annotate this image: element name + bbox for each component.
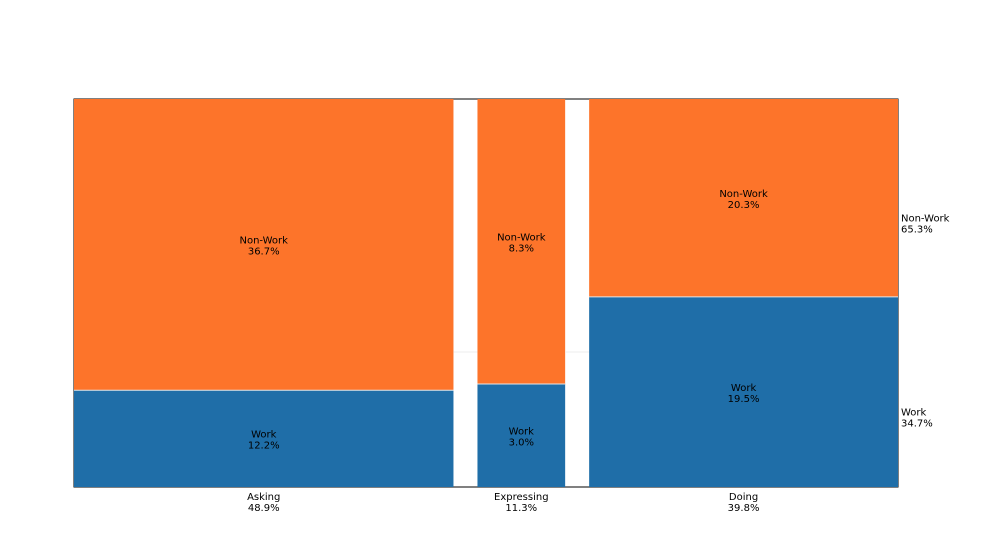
x-tick-expressing-name: Expressing (494, 492, 549, 503)
bar-nonwork-expressing (477, 99, 566, 384)
bar-nonwork-doing (589, 99, 898, 297)
label-nonwork-expressing-name: Non-Work (497, 232, 546, 243)
label-work-asking-name: Work (251, 430, 277, 441)
label-work-doing-name: Work (731, 383, 757, 394)
x-tick-asking: Asking 48.9% (247, 492, 280, 514)
label-work-asking: Work 12.2% (248, 430, 280, 452)
x-tick-asking-value: 48.9% (248, 503, 280, 514)
right-label-nonwork-value: 65.3% (901, 225, 933, 236)
label-work-expressing: Work 3.0% (509, 426, 535, 448)
bar-work-asking (74, 390, 454, 487)
label-work-doing-value: 19.5% (728, 394, 760, 405)
label-nonwork-asking-value: 36.7% (248, 247, 280, 258)
x-tick-doing-name: Doing (729, 492, 758, 503)
label-work-asking-value: 12.2% (248, 441, 280, 452)
x-tick-expressing: Expressing 11.3% (494, 492, 549, 514)
x-tick-doing: Doing 39.8% (728, 492, 760, 514)
right-label-work-value: 34.7% (901, 419, 933, 430)
bar-nonwork-asking (74, 99, 454, 391)
label-nonwork-expressing-value: 8.3% (509, 243, 534, 254)
x-tick-asking-name: Asking (247, 492, 280, 503)
right-label-work: Work 34.7% (901, 408, 933, 430)
label-nonwork-expressing: Non-Work 8.3% (497, 232, 546, 254)
x-tick-doing-value: 39.8% (728, 503, 760, 514)
label-nonwork-doing-value: 20.3% (728, 200, 760, 211)
label-nonwork-doing-name: Non-Work (719, 189, 768, 200)
right-label-nonwork: Non-Work 65.3% (901, 214, 950, 236)
label-work-expressing-name: Work (509, 426, 535, 437)
right-label-work-name: Work (901, 408, 927, 419)
label-work-doing: Work 19.5% (728, 383, 760, 405)
bar-work-expressing (477, 383, 566, 487)
chart-marks (74, 99, 898, 487)
x-tick-expressing-value: 11.3% (505, 503, 537, 514)
chart-labels: Work 12.2%Non-Work 36.7%Asking 48.9%Work 3.0… (239, 189, 949, 514)
label-work-expressing-value: 3.0% (509, 437, 534, 448)
label-nonwork-doing: Non-Work 20.3% (719, 189, 768, 211)
right-label-nonwork-name: Non-Work (901, 214, 950, 225)
label-nonwork-asking-name: Non-Work (239, 236, 288, 247)
bar-work-doing (589, 296, 898, 487)
label-nonwork-asking: Non-Work 36.7% (239, 236, 288, 258)
